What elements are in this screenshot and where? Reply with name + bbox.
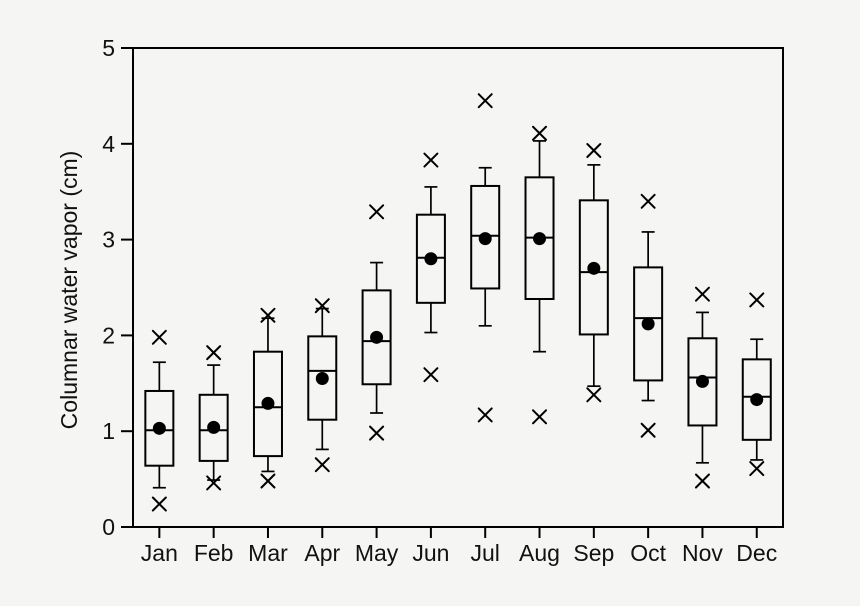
x-axis-tick-label: Jul <box>471 540 500 566</box>
boxplot-mar <box>252 307 283 489</box>
mean-dot <box>695 374 709 388</box>
x-axis-tick-label: Dec <box>736 540 777 566</box>
iqr-box <box>741 358 772 441</box>
mean-dot <box>261 396 275 410</box>
x-axis-tick-label: Apr <box>304 540 340 566</box>
y-axis-tick-label: 0 <box>102 514 115 540</box>
mean-dot <box>315 372 329 386</box>
mean-dot <box>370 330 384 344</box>
x-axis-tick-label: Aug <box>519 540 560 566</box>
x-axis-tick-label: Sep <box>573 540 614 566</box>
y-axis-tick-label: 1 <box>102 418 115 444</box>
mean-dot <box>152 421 166 435</box>
y-axis-tick-label: 4 <box>102 131 115 157</box>
y-axis-tick-label: 5 <box>102 35 115 61</box>
mean-dot <box>533 232 547 246</box>
mean-dot <box>424 252 438 266</box>
outlier-low-marker <box>694 473 710 489</box>
y-axis-tick-label: 2 <box>102 322 115 348</box>
boxplot-feb <box>198 345 229 491</box>
outlier-low-marker <box>206 475 222 491</box>
mean-dot <box>207 420 221 434</box>
outlier-low-marker <box>477 407 493 423</box>
x-axis-tick-label: Jan <box>141 540 178 566</box>
boxplot-jul <box>470 93 501 423</box>
boxplot-may <box>361 204 392 441</box>
outlier-high-marker <box>586 143 602 159</box>
outlier-low-marker <box>151 496 167 512</box>
mean-dot <box>641 317 655 331</box>
x-axis-tick-label: Jun <box>412 540 449 566</box>
outlier-high-marker <box>369 204 385 220</box>
plot-frame <box>132 47 784 528</box>
mean-dot <box>750 393 764 407</box>
x-axis-tick-label: Feb <box>194 540 234 566</box>
outlier-low-marker <box>749 461 765 477</box>
boxplot-sep <box>578 143 609 403</box>
boxplot-jan <box>144 329 175 512</box>
x-axis-tick-label: May <box>355 540 399 566</box>
outlier-high-marker <box>694 286 710 302</box>
outlier-low-marker <box>423 367 439 383</box>
outlier-low-marker <box>532 409 548 425</box>
boxplot-aug <box>524 125 555 425</box>
outlier-low-marker <box>369 425 385 441</box>
outlier-high-marker <box>206 345 222 361</box>
outlier-low-marker <box>260 473 276 489</box>
y-axis-title: Columnar water vapor (cm) <box>56 151 82 430</box>
boxplot-dec <box>741 292 772 477</box>
plot-area: 0 1 2 3 4 5 Jan Feb Mar Apr May Jun Jul Aug Sep Oct Nov D… <box>102 35 784 566</box>
mean-dot <box>478 232 492 246</box>
boxplot-oct <box>633 193 664 438</box>
x-axis-tick-label: Oct <box>630 540 666 566</box>
outlier-high-marker <box>477 93 493 109</box>
outlier-high-marker <box>749 292 765 308</box>
x-axis-tick-label: Nov <box>682 540 723 566</box>
outlier-high-marker <box>532 125 548 141</box>
y-axis-tick-label: 3 <box>102 227 115 253</box>
outlier-high-marker <box>640 193 656 209</box>
outlier-high-marker <box>423 152 439 168</box>
outlier-low-marker <box>586 387 602 403</box>
outlier-low-marker <box>640 422 656 438</box>
boxplot-jun <box>415 152 446 383</box>
outlier-high-marker <box>314 298 330 314</box>
mean-dot <box>587 261 601 275</box>
x-axis-tick-label: Mar <box>248 540 288 566</box>
outlier-high-marker <box>260 307 276 323</box>
boxplot-nov <box>687 286 718 489</box>
boxplot-apr <box>307 298 338 473</box>
outlier-high-marker <box>151 329 167 345</box>
outlier-low-marker <box>314 457 330 473</box>
